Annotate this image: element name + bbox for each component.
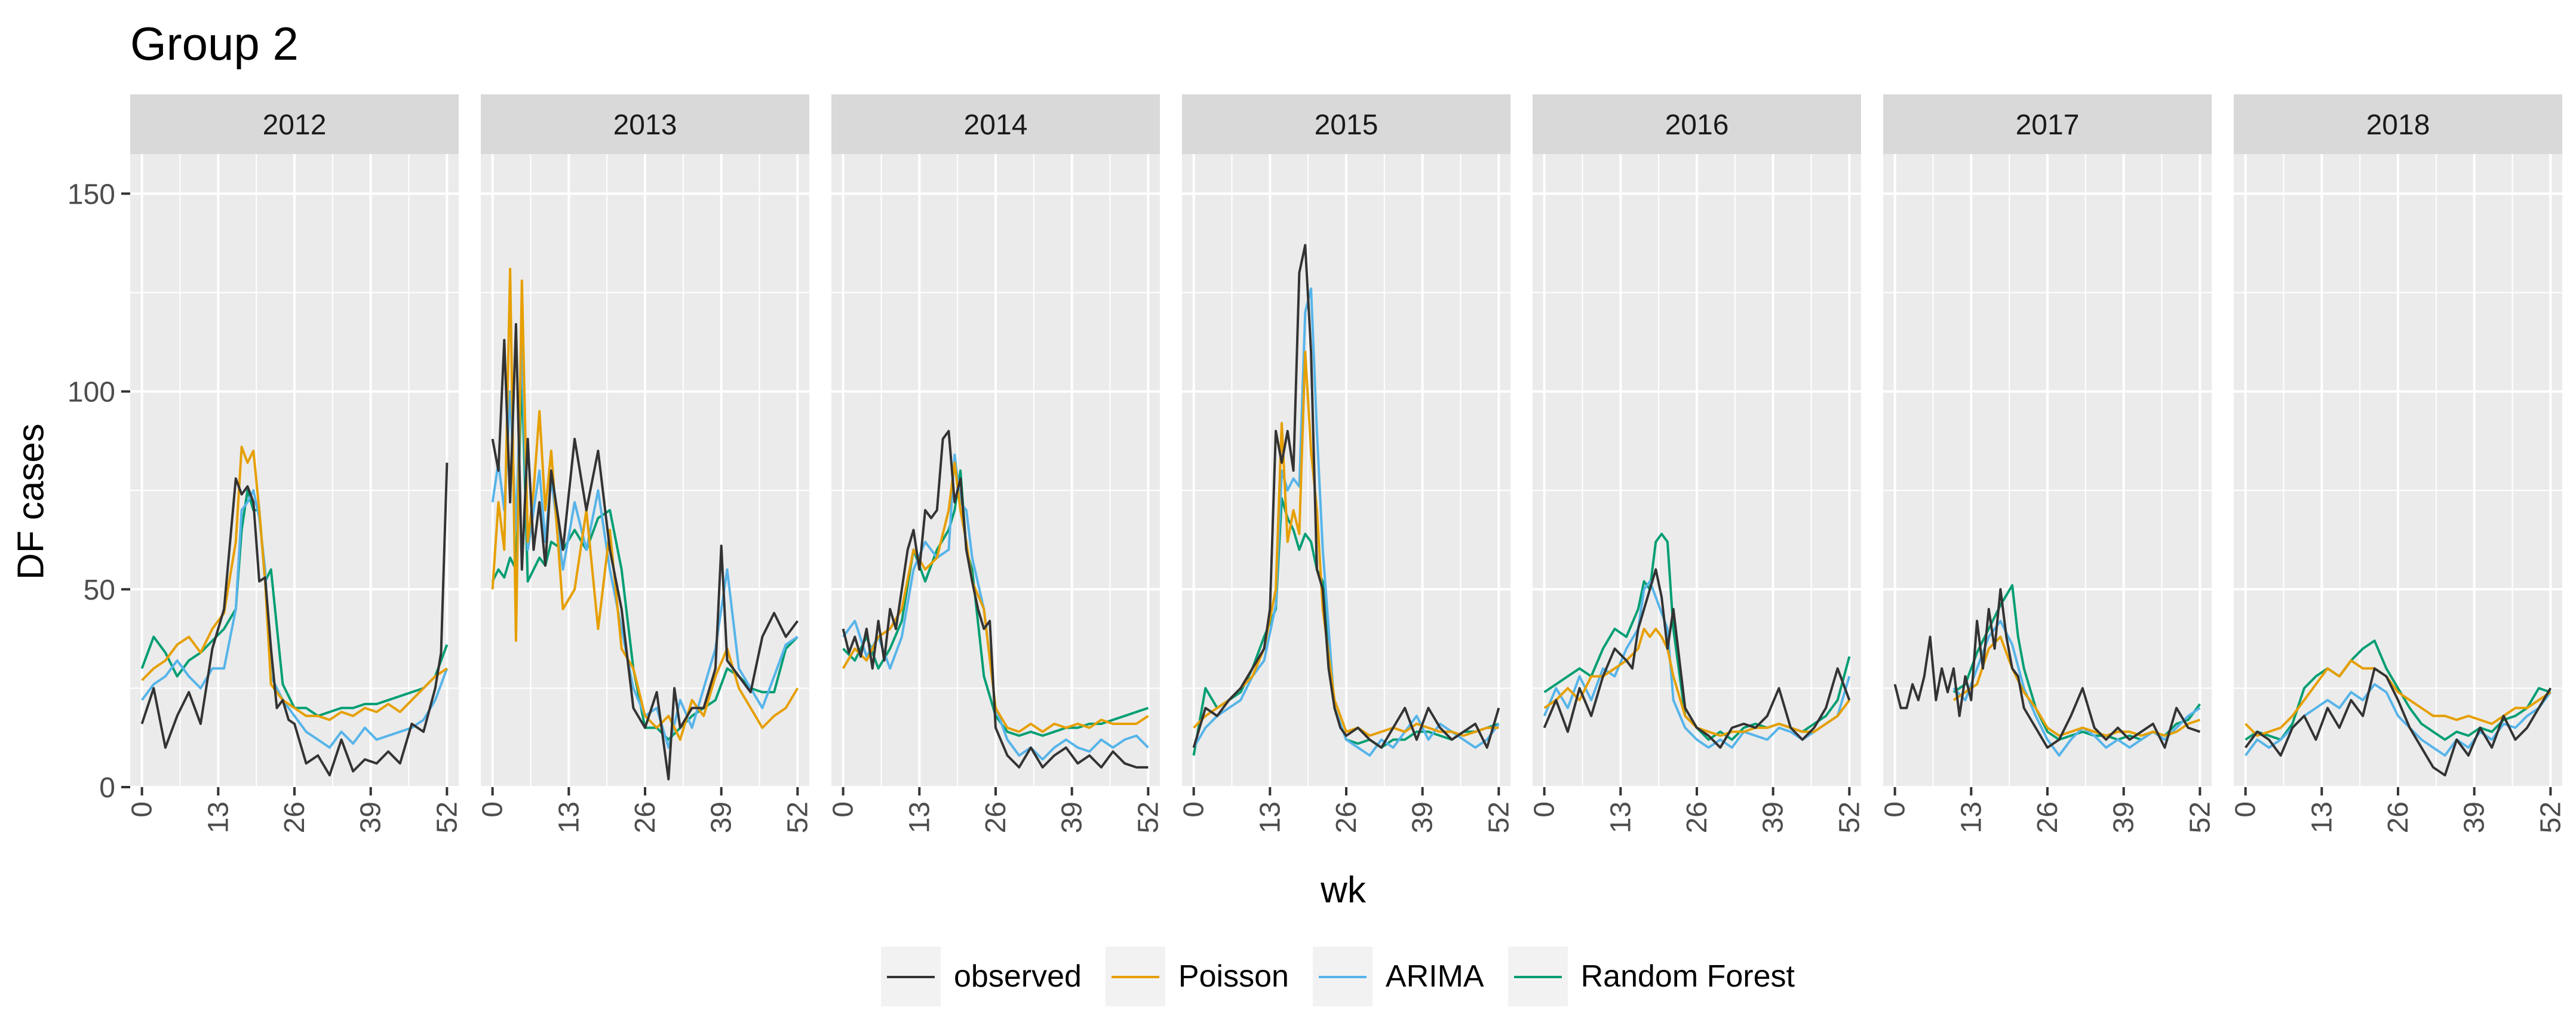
facet-strip <box>1883 94 2212 154</box>
facet-strip-label: 2017 <box>2016 109 2080 141</box>
facet-strip <box>831 94 1160 154</box>
legend-swatch <box>1111 976 1159 978</box>
facet-strip <box>130 94 459 154</box>
x-tick-label: 26 <box>2032 801 2064 833</box>
legend-label: observed <box>954 959 1082 994</box>
legend: observed Poisson ARIMA Random Forest <box>881 941 1819 1012</box>
legend-item-random-forest: Random Forest <box>1507 947 1795 1006</box>
x-tick-label: 26 <box>1331 801 1362 833</box>
x-tick-label: 52 <box>2535 801 2566 833</box>
facet-panel-2012: 2012 0 13 26 39 52 <box>127 94 463 833</box>
x-tick-label: 0 <box>1529 801 1561 818</box>
x-tick-label: 13 <box>2306 801 2338 833</box>
series-line-observed <box>2244 667 2552 777</box>
x-tick-label: 13 <box>1254 801 1286 833</box>
x-tick-label: 13 <box>202 801 234 833</box>
legend-swatch <box>887 976 935 978</box>
y-tick-label: 0 <box>99 772 115 804</box>
series-line-observed <box>1893 588 2201 749</box>
x-tick-label: 0 <box>127 801 158 818</box>
facet-strip <box>1533 94 1861 154</box>
x-tick-label: 26 <box>2382 801 2414 833</box>
y-tick-label: 50 <box>84 575 115 606</box>
facet-strip-label: 2016 <box>1665 109 1729 141</box>
x-tick-label: 52 <box>1132 801 1164 833</box>
legend-item-poisson: Poisson <box>1105 947 1289 1006</box>
x-tick-label: 13 <box>553 801 585 833</box>
x-tick-label: 39 <box>2459 801 2491 833</box>
y-tick-label: 100 <box>67 377 115 408</box>
facet-panel-2015: 2015 0 13 26 39 52 <box>1178 94 1515 833</box>
facet-strip <box>1182 94 1510 154</box>
x-tick-label: 0 <box>1178 801 1210 818</box>
facet-strip-label: 2012 <box>263 109 327 141</box>
legend-item-arima: ARIMA <box>1312 947 1484 1006</box>
series-line-arima <box>140 489 449 749</box>
x-tick-label: 52 <box>1834 801 1865 833</box>
facet-strip <box>2234 94 2562 154</box>
y-tick-label: 150 <box>67 179 115 210</box>
x-tick-label: 39 <box>1407 801 1439 833</box>
x-tick-label: 52 <box>431 801 463 833</box>
legend-key <box>1312 947 1373 1006</box>
series-line-observed <box>842 429 1149 769</box>
facet-panel-2016: 2016 0 13 26 39 52 <box>1529 94 1865 833</box>
series-line-observed <box>491 322 799 781</box>
legend-label: Random Forest <box>1580 959 1795 994</box>
x-tick-label: 52 <box>782 801 813 833</box>
legend-label: Poisson <box>1178 959 1289 994</box>
legend-label: ARIMA <box>1385 959 1484 994</box>
x-tick-label: 39 <box>1758 801 1789 833</box>
x-tick-label: 26 <box>980 801 1012 833</box>
series-line-observed <box>1543 568 1851 749</box>
facet-panel-2017: 2017 0 13 26 39 52 <box>1880 94 2216 833</box>
series-line-poisson <box>2245 659 2552 737</box>
series-line-observed <box>140 462 449 777</box>
chart-title: Group 2 <box>130 17 299 70</box>
legend-swatch <box>1318 976 1367 978</box>
x-tick-label: 13 <box>1955 801 1987 833</box>
series-line-arima <box>1543 580 1851 749</box>
facet-strip-label: 2014 <box>964 109 1028 141</box>
legend-key <box>881 947 941 1006</box>
facet-panel-2013: 2013 0 13 26 39 52 <box>477 94 813 833</box>
x-tick-label: 52 <box>2184 801 2216 833</box>
x-tick-label: 0 <box>1880 801 1911 818</box>
x-tick-label: 0 <box>477 801 509 818</box>
x-tick-label: 26 <box>630 801 661 833</box>
facet-strip-label: 2013 <box>613 109 677 141</box>
x-tick-label: 13 <box>1605 801 1637 833</box>
x-tick-label: 39 <box>355 801 387 833</box>
x-tick-label: 26 <box>279 801 311 833</box>
legend-key <box>1507 947 1568 1006</box>
facet-panel-2018: 2018 0 13 26 39 52 <box>2230 94 2566 833</box>
facet-strip-label: 2018 <box>2366 109 2430 141</box>
x-tick-label: 39 <box>1057 801 1088 833</box>
x-tick-label: 0 <box>828 801 859 818</box>
x-axis-title: wk <box>1321 870 1366 911</box>
legend-key <box>1105 947 1165 1006</box>
series-line-poisson <box>491 268 799 741</box>
x-tick-label: 0 <box>2230 801 2262 818</box>
series-line-poisson <box>141 446 448 721</box>
legend-swatch <box>1513 976 1562 978</box>
series-line-random-forest <box>140 489 449 717</box>
x-tick-label: 26 <box>1681 801 1713 833</box>
facet-panel-2014: 2014 0 13 26 39 52 <box>828 94 1164 833</box>
x-tick-label: 39 <box>706 801 738 833</box>
legend-item-observed: observed <box>881 947 1082 1006</box>
facet-strip-label: 2015 <box>1315 109 1378 141</box>
facet-strip <box>481 94 809 154</box>
series-line-observed <box>1192 244 1500 749</box>
x-tick-label: 13 <box>904 801 935 833</box>
x-tick-label: 39 <box>2108 801 2140 833</box>
x-tick-label: 52 <box>1483 801 1515 833</box>
series-line-poisson <box>1193 351 1499 737</box>
